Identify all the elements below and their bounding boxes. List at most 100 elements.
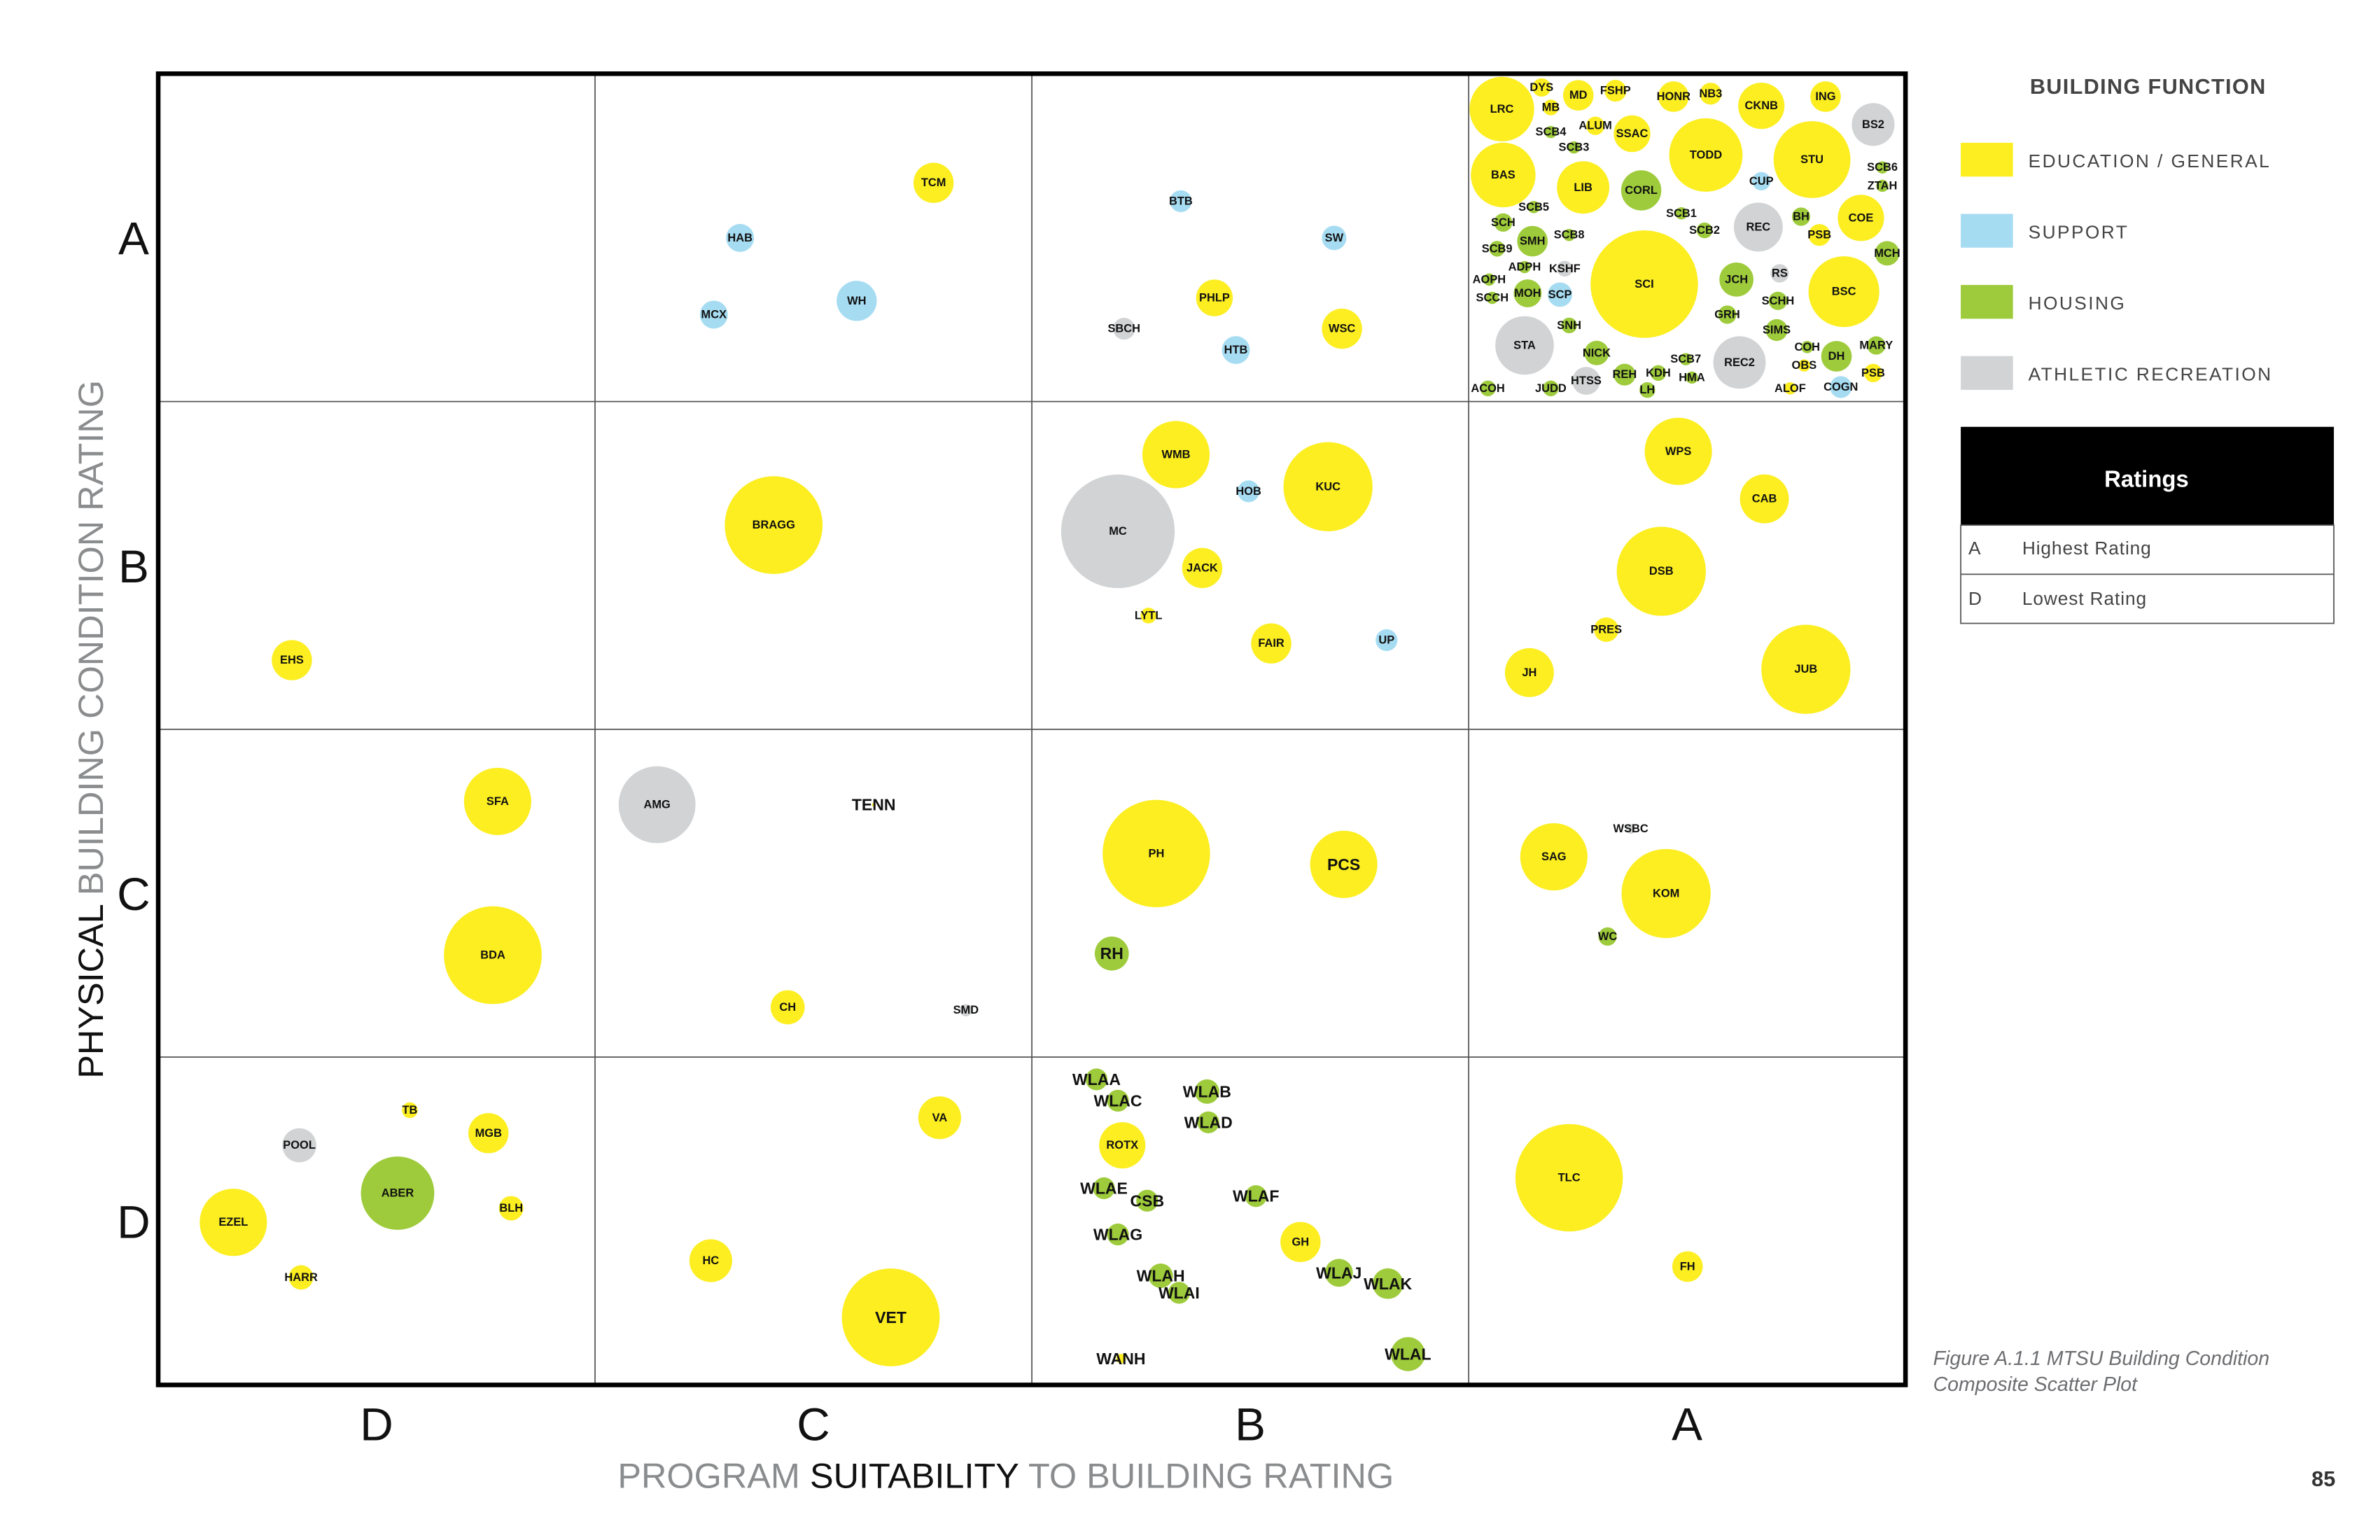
bubble-label: BSC (1832, 286, 1856, 298)
bubble-kshf (1557, 260, 1573, 277)
bubble-mc (1060, 474, 1175, 589)
bubble-wlai (1168, 1282, 1190, 1304)
bubble-psb (1863, 363, 1883, 382)
x-axis-title-part: SUITABILITY (810, 1455, 1019, 1495)
bubble-label: ADPH (1508, 261, 1541, 274)
bubble-stu (1773, 121, 1851, 198)
bubble-label: COGN (1823, 381, 1858, 393)
bubble-label: SFA (486, 795, 509, 808)
bubble-rec (1733, 202, 1783, 252)
bubble-label: CORL (1625, 184, 1658, 197)
bubble-moh (1513, 279, 1542, 308)
plot-grid (158, 74, 1906, 1385)
bubble-grh (1718, 305, 1737, 324)
bubble-bh (1791, 207, 1811, 226)
bubble-label: CAB (1752, 493, 1777, 505)
bubble-label: JCH (1725, 273, 1748, 286)
bubble-fshp (1604, 80, 1627, 102)
bubble-hab (726, 223, 755, 252)
bubble-bas (1471, 142, 1536, 208)
bubble-sci (1590, 230, 1698, 338)
y-tick-label: A (118, 213, 149, 265)
bubble-label: MARY (1859, 340, 1893, 352)
bubble-label: SMD (953, 1004, 979, 1016)
bubble-smd (960, 1004, 972, 1016)
bubble-label: NICK (1583, 346, 1611, 359)
bubble-tb (402, 1102, 418, 1119)
bubble-label: SCB1 (1666, 207, 1697, 220)
bubble-label: FAIR (1258, 637, 1284, 650)
bubble-reh (1614, 363, 1636, 386)
bubble-wlaf (1245, 1185, 1267, 1208)
bubble-label: LRC (1490, 103, 1514, 115)
bubble-va (918, 1096, 961, 1140)
bubble-label: ALUM (1578, 120, 1611, 132)
bubble-tenn (872, 803, 876, 807)
bubble-label: WLAA (1072, 1070, 1121, 1088)
bubble-label: COE (1849, 211, 1874, 224)
y-axis-ticks: D C B A (117, 213, 150, 1248)
bubble-wc (1598, 927, 1617, 946)
bubble-label: FH (1680, 1260, 1695, 1273)
x-axis-title-part: TO BUILDING RATING (1019, 1455, 1394, 1495)
bubble-label: VA (932, 1112, 948, 1124)
bubble-rs (1770, 264, 1789, 283)
bubble-label: WMB (1161, 448, 1190, 461)
bubble-label: EZEL (218, 1216, 248, 1228)
bubble-scb8 (1562, 228, 1576, 241)
bubble-label: SMH (1520, 235, 1546, 248)
bubble-label: PRES (1590, 624, 1622, 636)
bubble-dys (1532, 78, 1551, 97)
figure-caption-line1: Figure A.1.1 MTSU Building Condition (1933, 1348, 2270, 1370)
bubble-psb (1808, 224, 1830, 246)
bubble-gh (1280, 1222, 1321, 1262)
bubble-cab (1740, 474, 1789, 524)
bubble-coh (1800, 341, 1814, 354)
bubble-wlaa (1085, 1068, 1108, 1091)
ratings-grade: D (1968, 588, 1982, 609)
bubble-fh (1672, 1251, 1703, 1282)
bubble-label: PCS (1327, 855, 1360, 874)
legend-label: EDUCATION / GENERAL (2029, 150, 2272, 172)
bubble-label: WSBC (1614, 822, 1648, 835)
bubble-label: NB3 (1699, 88, 1722, 100)
bubble-label: SCCH (1476, 292, 1509, 304)
bubble-label: MD (1569, 89, 1588, 102)
bubble-scb7 (1679, 353, 1692, 365)
bubble-label: VET (875, 1308, 906, 1326)
bubble-scb5 (1527, 201, 1540, 214)
bubble-hc (689, 1239, 732, 1282)
bubble-cknb (1738, 83, 1785, 130)
bubble-label: PHLP (1199, 292, 1230, 304)
bubble-pres (1594, 617, 1619, 642)
bubble-hma (1686, 371, 1698, 384)
legend-swatch (1961, 285, 2013, 319)
bubble-wh (836, 281, 877, 321)
bubble-label: MOH (1514, 287, 1541, 300)
bubble-mary (1867, 336, 1886, 355)
legend: BUILDING FUNCTION EDUCATION / GENERAL SUP… (1961, 74, 2272, 390)
bubble-obs (1798, 359, 1811, 372)
bubble-fair (1251, 623, 1292, 664)
bubble-label: ABER (382, 1187, 414, 1200)
bubble-jh (1504, 648, 1554, 697)
bubble-label: LYTL (1135, 609, 1163, 622)
ratings-table: Ratings A Highest Rating D Lowest Rating (1960, 426, 2334, 624)
bubble-kdh (1650, 365, 1667, 382)
bubble-label: SW (1325, 232, 1344, 244)
legend-swatch (1961, 214, 2013, 248)
bubble-phlp (1196, 279, 1233, 316)
bubble-wmb (1142, 421, 1210, 489)
bubble-label: GRH (1714, 308, 1740, 321)
bubble-label: KDH (1646, 367, 1671, 379)
bubble-label: PSB (1861, 367, 1885, 379)
bubble-bs2 (1851, 103, 1895, 146)
bubble-bsc (1808, 256, 1879, 328)
bubble-label: KUC (1315, 480, 1340, 493)
figure-caption-line2: Composite Scatter Plot (1933, 1373, 2138, 1396)
bubble-label: WLAK (1364, 1275, 1412, 1293)
bubble-label: TODD (1690, 148, 1722, 161)
bubble-label: WLAI (1158, 1284, 1200, 1302)
bubble-rotx (1099, 1122, 1146, 1169)
bubble-label: TLC (1558, 1172, 1581, 1184)
